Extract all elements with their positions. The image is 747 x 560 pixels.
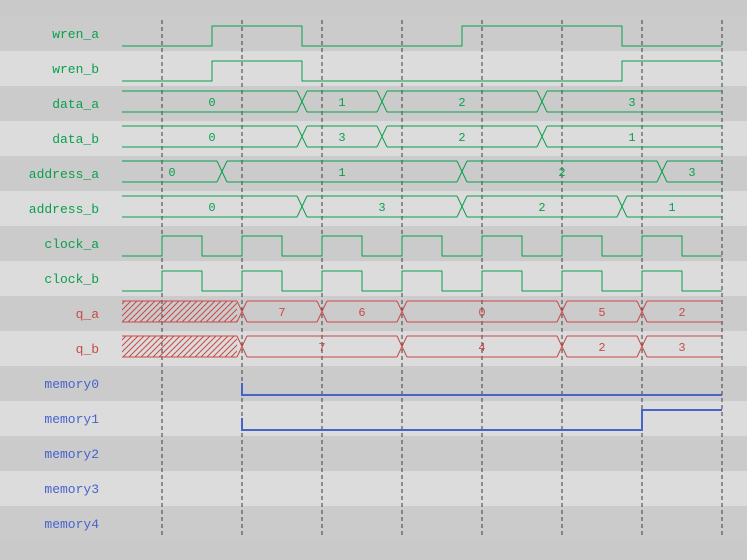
row-stripe <box>0 471 747 506</box>
bus-value: 2 <box>538 201 545 215</box>
bus-value: 2 <box>458 96 465 110</box>
bus-value: 3 <box>688 166 695 180</box>
bus-value: 5 <box>598 306 605 320</box>
row-stripe <box>0 121 747 156</box>
row-stripe <box>0 226 747 261</box>
row-stripe <box>0 86 747 121</box>
signal-label-memory2[interactable]: memory2 <box>44 447 99 462</box>
row-stripe <box>0 261 747 296</box>
row-stripe <box>0 156 747 191</box>
signal-label-wren_a[interactable]: wren_a <box>52 27 99 42</box>
bus-value: 0 <box>208 131 215 145</box>
signal-label-clock_a[interactable]: clock_a <box>44 237 99 252</box>
bus-value: 1 <box>668 201 675 215</box>
bus-value: 1 <box>338 96 345 110</box>
signal-label-q_b[interactable]: q_b <box>75 342 99 357</box>
bus-value: 7 <box>318 341 325 355</box>
signal-label-wren_b[interactable]: wren_b <box>52 62 99 77</box>
bus-value: 0 <box>208 201 215 215</box>
signal-label-address_a[interactable]: address_a <box>28 167 99 182</box>
bus-value: 2 <box>678 306 685 320</box>
bus-value: 0 <box>208 96 215 110</box>
bus-value: 2 <box>558 166 565 180</box>
bus-value: 0 <box>168 166 175 180</box>
bus-value: 2 <box>598 341 605 355</box>
bus-value: 7 <box>278 306 285 320</box>
bus-value: 0 <box>478 306 485 320</box>
signal-label-memory1[interactable]: memory1 <box>44 412 99 427</box>
bus-value: 6 <box>358 306 365 320</box>
row-stripe <box>0 506 747 541</box>
signal-label-clock_b[interactable]: clock_b <box>44 272 99 287</box>
signal-label-memory4[interactable]: memory4 <box>44 517 99 532</box>
bus-value: 4 <box>478 341 485 355</box>
bus-value: 2 <box>458 131 465 145</box>
bus-value: 3 <box>378 201 385 215</box>
bus-value: 3 <box>628 96 635 110</box>
bus-value: 1 <box>628 131 635 145</box>
bus-value: 3 <box>338 131 345 145</box>
signal-label-data_b[interactable]: data_b <box>52 132 99 147</box>
signal-label-memory3[interactable]: memory3 <box>44 482 99 497</box>
signal-label-q_a[interactable]: q_a <box>75 307 99 322</box>
bus-value: 1 <box>338 166 345 180</box>
signal-label-address_b[interactable]: address_b <box>28 202 99 217</box>
signal-label-memory0[interactable]: memory0 <box>44 377 99 392</box>
signal-label-data_a[interactable]: data_a <box>52 97 99 112</box>
bus-value: 3 <box>678 341 685 355</box>
row-stripe <box>0 436 747 471</box>
